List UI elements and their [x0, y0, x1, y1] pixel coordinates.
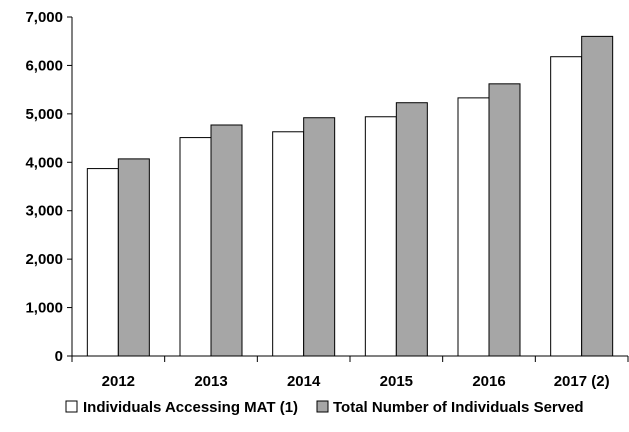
- bar-mat-2013: [179, 137, 212, 357]
- y-tick-label: 4,000: [25, 154, 63, 171]
- bar-mat-2014: [272, 131, 305, 357]
- legend-swatch: [65, 400, 78, 413]
- legend-swatch: [316, 400, 329, 413]
- y-tick-label: 5,000: [25, 106, 63, 123]
- bar-served-2012: [117, 158, 150, 357]
- x-axis: 2012 2013 2014 2015 2016 2017 (2): [71, 355, 629, 390]
- x-tick-label: 2017 (2): [554, 373, 610, 390]
- bar-mat-20172: [550, 56, 583, 357]
- x-tick-label: 2013: [194, 373, 227, 390]
- y-tick-label: 2,000: [25, 251, 63, 268]
- y-tick-label: 1,000: [25, 300, 63, 317]
- bar-served-2013: [210, 124, 243, 357]
- bar-mat-2016: [457, 97, 490, 357]
- bar-served-2016: [488, 83, 521, 357]
- x-tick-label: 2012: [102, 373, 135, 390]
- bar-served-2015: [395, 102, 428, 357]
- legend-label: Total Number of Individuals Served: [333, 399, 584, 416]
- y-tick-label: 7,000: [25, 9, 63, 26]
- x-tick-label: 2014: [287, 373, 321, 390]
- x-tick-label: 2015: [380, 373, 413, 390]
- bar-served-2014: [303, 117, 336, 357]
- y-axis: 0 1,000 2,000 3,000 4,000 5,000 6,000 7,000: [25, 9, 73, 365]
- y-tick-label: 6,000: [25, 57, 63, 74]
- y-tick-label: 0: [55, 348, 63, 365]
- legend-label: Individuals Accessing MAT (1): [83, 399, 298, 416]
- legend: Individuals Accessing MAT (1) Total Numbe…: [65, 399, 584, 416]
- x-tick-label: 2016: [472, 373, 505, 390]
- y-tick-label: 3,000: [25, 203, 63, 220]
- bar-mat-2015: [364, 116, 397, 357]
- bar-mat-2012: [86, 168, 119, 357]
- bar-served-20172: [581, 35, 614, 357]
- bars: [86, 35, 614, 357]
